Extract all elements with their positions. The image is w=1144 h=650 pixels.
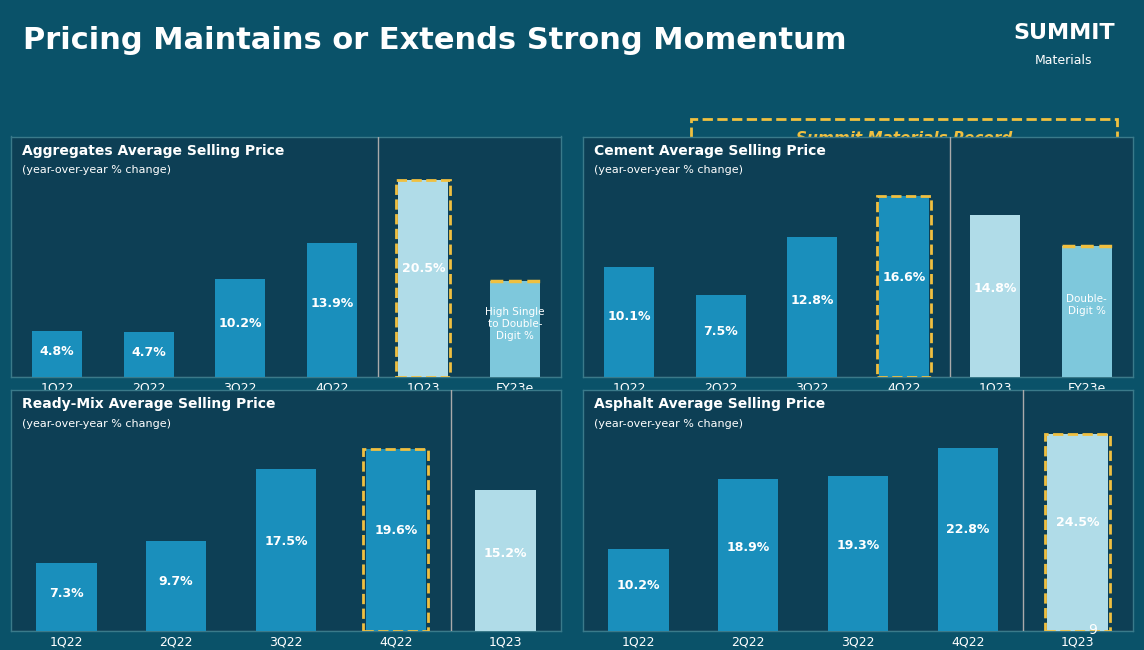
Bar (1046, 434, 1110, 630)
Text: 7.3%: 7.3% (49, 587, 84, 600)
Text: 9.7%: 9.7% (159, 575, 193, 588)
Text: 9: 9 (1088, 623, 1097, 638)
Text: 13.9%: 13.9% (310, 297, 353, 310)
Text: Double-
Digit %: Double- Digit % (1066, 294, 1107, 316)
Bar (609, 549, 668, 630)
Bar (604, 266, 654, 377)
Text: (year-over-year % change): (year-over-year % change) (595, 165, 744, 176)
Text: 10.2%: 10.2% (617, 579, 660, 592)
Text: Aggregates Average Selling Price: Aggregates Average Selling Price (23, 144, 285, 158)
Text: 10.1%: 10.1% (607, 310, 651, 323)
Text: 19.6%: 19.6% (374, 525, 418, 538)
Text: (year-over-year % change): (year-over-year % change) (23, 165, 172, 176)
Bar (256, 469, 316, 630)
Text: High Single
to Double-
Digit %: High Single to Double- Digit % (485, 307, 545, 341)
Bar (1062, 246, 1112, 377)
Text: 15.2%: 15.2% (484, 547, 527, 560)
Text: Cement Average Selling Price: Cement Average Selling Price (595, 144, 826, 158)
Bar (876, 196, 931, 377)
Text: 22.8%: 22.8% (946, 523, 990, 536)
Bar (696, 295, 746, 377)
Bar (37, 563, 96, 630)
Text: 12.8%: 12.8% (791, 294, 834, 307)
Text: 19.3%: 19.3% (836, 539, 880, 552)
Bar (787, 237, 837, 377)
Bar (366, 449, 426, 630)
Text: 10.2%: 10.2% (219, 317, 262, 330)
Text: Materials: Materials (1035, 55, 1093, 68)
Bar (970, 215, 1020, 377)
Text: 18.9%: 18.9% (726, 541, 770, 554)
Bar (938, 448, 998, 630)
Bar (364, 449, 428, 630)
Text: 7.5%: 7.5% (704, 326, 738, 339)
Text: (year-over-year % change): (year-over-year % change) (23, 419, 172, 429)
Bar (476, 490, 535, 630)
Text: Asphalt Average Selling Price: Asphalt Average Selling Price (595, 397, 826, 411)
Bar (146, 541, 206, 630)
Text: 4.8%: 4.8% (40, 345, 74, 358)
Bar (396, 180, 451, 377)
Bar (307, 243, 357, 377)
Bar (718, 479, 778, 630)
Bar (828, 476, 888, 630)
Bar (879, 196, 929, 377)
Text: 20.5%: 20.5% (402, 262, 445, 275)
Text: 17.5%: 17.5% (264, 535, 308, 548)
Text: Pricing Maintains or Extends Strong Momentum: Pricing Maintains or Extends Strong Mome… (23, 27, 847, 55)
Text: Summit Materials Record: Summit Materials Record (795, 131, 1012, 146)
Bar (124, 332, 174, 377)
Bar (32, 331, 82, 377)
Bar (215, 279, 265, 377)
Text: 4.7%: 4.7% (132, 346, 166, 359)
Text: 16.6%: 16.6% (882, 270, 925, 283)
Text: Ready-Mix Average Selling Price: Ready-Mix Average Selling Price (23, 397, 276, 411)
Bar (490, 281, 540, 377)
Bar (398, 180, 448, 377)
Text: 24.5%: 24.5% (1056, 516, 1099, 529)
Bar (1048, 434, 1107, 630)
Text: SUMMIT: SUMMIT (1014, 23, 1114, 43)
Text: (year-over-year % change): (year-over-year % change) (595, 419, 744, 429)
Text: 14.8%: 14.8% (974, 281, 1017, 294)
